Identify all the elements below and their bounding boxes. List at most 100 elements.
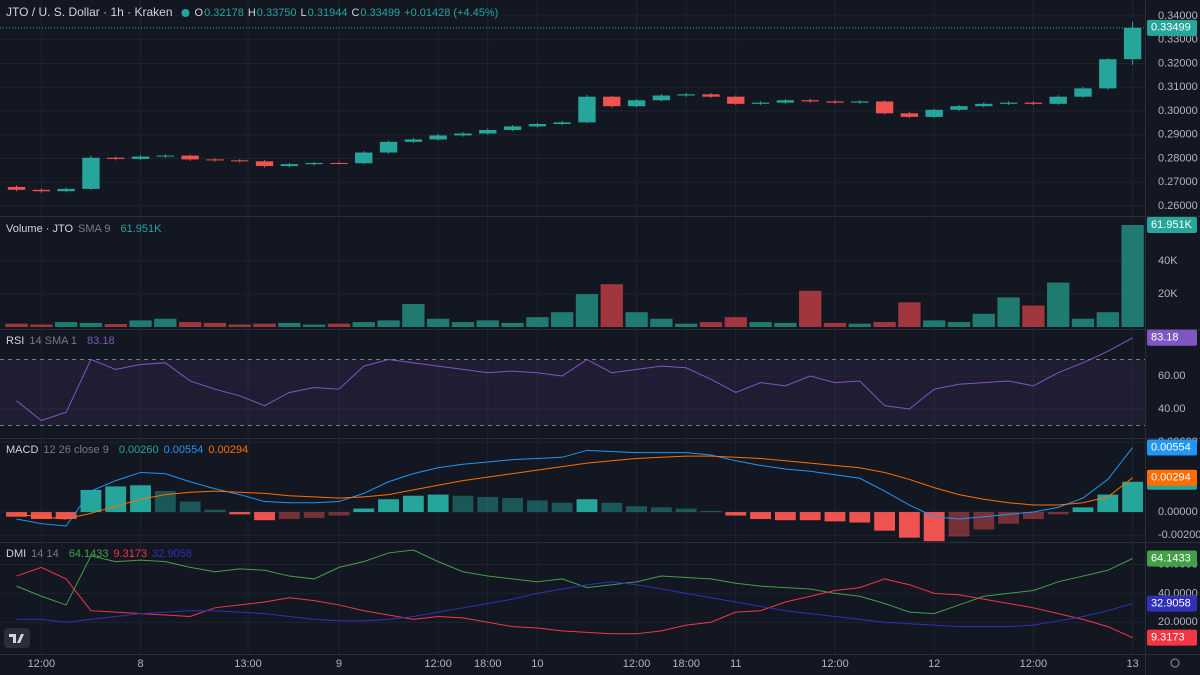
x-tick-label: 12:00	[28, 658, 56, 670]
candle-body	[751, 102, 770, 104]
y-tick-label: 20.0000	[1158, 616, 1198, 628]
candle-body	[280, 164, 299, 167]
histogram-bar	[874, 512, 896, 531]
histogram-bar	[154, 491, 176, 513]
ohlc-value: 0.33750	[257, 7, 297, 19]
histogram-bar	[675, 508, 697, 513]
y-tick-label: 0.31000	[1158, 81, 1198, 93]
y-tick-label: 40K	[1158, 255, 1178, 267]
volume-bar	[377, 320, 400, 327]
volume-bar	[575, 294, 599, 327]
histogram-bar	[1047, 512, 1069, 515]
histogram-bar	[551, 502, 573, 513]
volume-bar	[253, 323, 276, 327]
rsi-band	[0, 359, 1145, 426]
candle-body	[231, 160, 249, 162]
histogram-bar	[1122, 481, 1144, 513]
candle-body	[107, 157, 125, 159]
histogram-bar	[725, 512, 747, 516]
candle-body	[1074, 88, 1092, 97]
x-tick-label: 11	[730, 658, 741, 670]
indicator-value: 0.00554	[164, 444, 204, 456]
histogram-bar	[378, 499, 399, 513]
indicator-value: 64.1433	[69, 548, 109, 560]
histogram-bar	[923, 512, 945, 542]
settings-icon[interactable]	[1170, 658, 1180, 668]
price-box	[1147, 19, 1197, 36]
volume-bar	[352, 322, 375, 327]
indicator-line	[16, 455, 1133, 520]
volume-bar	[749, 322, 772, 327]
indicator-params: 14 14	[31, 548, 59, 560]
price-box-label: 83.18	[1151, 332, 1179, 344]
histogram-bar	[973, 512, 995, 530]
volume-bar	[799, 290, 822, 327]
candle-body	[7, 186, 26, 190]
candle-body	[851, 101, 869, 103]
histogram-bar	[80, 489, 102, 513]
volume-bar	[699, 322, 723, 327]
volume-bar	[426, 318, 450, 327]
ohlc-key: C	[351, 7, 359, 19]
volume-bar	[1022, 305, 1045, 327]
indicator-line	[16, 549, 1133, 615]
volume-bar	[600, 284, 623, 327]
indicator-params: 12 26 close 9	[43, 444, 108, 456]
x-tick-label: 12:00	[623, 658, 651, 670]
histogram-bar	[303, 512, 325, 518]
price-box-label: 9.3173	[1151, 632, 1185, 644]
candle-body	[875, 101, 894, 114]
volume-bar	[823, 322, 847, 327]
histogram-bar	[254, 512, 275, 521]
candle-body	[801, 100, 819, 102]
price-box	[1147, 439, 1197, 456]
x-tick-label: 12:00	[424, 658, 452, 670]
x-tick-label: 10	[531, 658, 543, 670]
indicator-params: SMA 9	[78, 223, 110, 235]
histogram-bar	[204, 509, 226, 513]
y-tick-label: 0.34000	[1158, 10, 1198, 22]
x-tick-label: 13	[1126, 658, 1138, 670]
candle-body	[999, 102, 1018, 104]
price-box-label: 0.33499	[1151, 22, 1191, 34]
indicator-line	[16, 447, 1133, 527]
volume-bar	[154, 318, 177, 327]
candle-body	[950, 106, 968, 110]
ohlc-key: L	[301, 7, 307, 19]
candle-body	[677, 94, 695, 96]
volume-bar	[997, 297, 1020, 327]
candle-body	[1099, 59, 1117, 89]
y-tick-label: 0.33000	[1158, 34, 1198, 46]
candle-body	[379, 141, 398, 153]
ohlc-key: O	[195, 7, 204, 19]
x-tick-label: 12	[928, 658, 940, 670]
volume-bar	[1047, 282, 1070, 327]
histogram-bar	[1097, 494, 1119, 513]
candle-body	[603, 96, 621, 107]
candle-body	[826, 101, 844, 103]
histogram-bar	[105, 486, 127, 513]
candle-body	[578, 96, 596, 123]
histogram-bar	[849, 512, 871, 523]
histogram-bar	[998, 512, 1020, 524]
histogram-bar	[948, 512, 970, 537]
volume-bar	[675, 323, 698, 327]
volume-bar	[278, 322, 301, 327]
volume-bar	[451, 322, 475, 327]
candle-body	[652, 95, 671, 101]
volume-bar	[1121, 225, 1144, 327]
indicator-title: MACD	[6, 444, 38, 456]
indicator-value: 9.3173	[113, 548, 147, 560]
volume-bar	[1096, 312, 1119, 327]
volume-bar	[54, 322, 78, 327]
histogram-bar	[526, 500, 548, 513]
volume-bar	[402, 303, 425, 327]
histogram-bar	[700, 510, 722, 513]
volume-bar	[1071, 318, 1095, 327]
y-tick-label: 0.30000	[1158, 105, 1198, 117]
volume-bar	[526, 317, 549, 327]
candle-body	[702, 94, 720, 97]
